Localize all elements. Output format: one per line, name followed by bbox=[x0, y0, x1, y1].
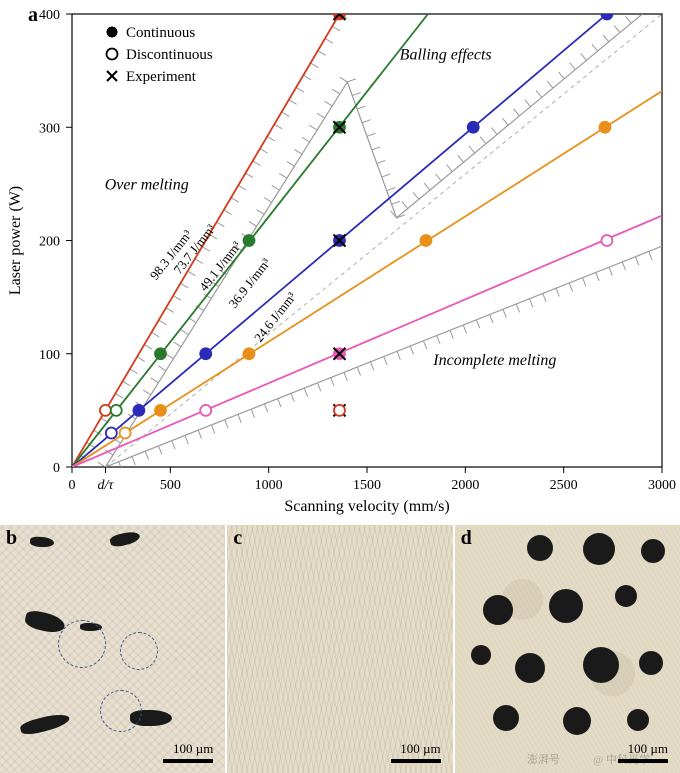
scalebar-b bbox=[163, 759, 213, 763]
pore bbox=[583, 647, 619, 683]
svg-text:Scanning velocity (mm/s): Scanning velocity (mm/s) bbox=[284, 498, 449, 515]
svg-text:1000: 1000 bbox=[255, 478, 283, 493]
svg-text:0: 0 bbox=[53, 461, 60, 476]
panel-c: c 100 µm bbox=[227, 525, 452, 773]
pore bbox=[493, 705, 519, 731]
pore bbox=[583, 533, 615, 565]
pore bbox=[627, 709, 649, 731]
svg-text:1500: 1500 bbox=[353, 478, 381, 493]
panel-b-label: b bbox=[6, 527, 17, 550]
svg-text:Experiment: Experiment bbox=[126, 69, 197, 85]
panel-a: a 0 500 1000 1500 2000 2500 3000 d/τ 0 100 200 300 4… bbox=[0, 0, 680, 525]
attribution-text: @ 中科光学 bbox=[593, 751, 650, 767]
svg-text:Incomplete melting: Incomplete melting bbox=[432, 352, 556, 369]
svg-text:Over melting: Over melting bbox=[105, 177, 189, 194]
panel-d-label: d bbox=[461, 527, 472, 550]
svg-text:300: 300 bbox=[39, 121, 60, 136]
svg-text:2500: 2500 bbox=[550, 478, 578, 493]
pore bbox=[515, 653, 545, 683]
annotation-circle bbox=[120, 632, 158, 670]
watermark-text: 澎湃号 bbox=[527, 751, 560, 767]
svg-text:100: 100 bbox=[39, 348, 60, 363]
micrograph-c-image bbox=[227, 525, 452, 773]
pore bbox=[483, 595, 513, 625]
scalebar-c bbox=[391, 759, 441, 763]
svg-text:Laser power (W): Laser power (W) bbox=[7, 186, 24, 295]
micrograph-d-image bbox=[455, 525, 680, 773]
pore bbox=[471, 645, 491, 665]
pore bbox=[615, 585, 637, 607]
panel-c-label: c bbox=[233, 527, 242, 550]
process-map-chart: 0 500 1000 1500 2000 2500 3000 d/τ 0 100 200 300 400… bbox=[0, 0, 680, 525]
pore bbox=[549, 589, 583, 623]
svg-text:0: 0 bbox=[69, 478, 76, 493]
svg-text:3000: 3000 bbox=[648, 478, 676, 493]
pore bbox=[527, 535, 553, 561]
pore bbox=[639, 651, 663, 675]
svg-text:d/τ: d/τ bbox=[97, 478, 114, 493]
scalebar-c-text: 100 µm bbox=[400, 741, 440, 757]
pore bbox=[563, 707, 591, 735]
micrograph-b-image bbox=[0, 525, 225, 773]
panel-b: b 100 µm bbox=[0, 525, 225, 773]
svg-text:200: 200 bbox=[39, 235, 60, 250]
scalebar-b-text: 100 µm bbox=[173, 741, 213, 757]
annotation-circle bbox=[58, 620, 106, 668]
panel-a-label: a bbox=[28, 4, 38, 27]
panel-d: d 100 µm bbox=[455, 525, 680, 773]
svg-text:400: 400 bbox=[39, 8, 60, 23]
svg-text:Discontinuous: Discontinuous bbox=[126, 47, 213, 63]
micrograph-row: b 100 µm c 100 µm d 100 µm 澎湃号 @ 中科光学 bbox=[0, 525, 680, 773]
svg-text:Balling effects: Balling effects bbox=[400, 46, 492, 63]
figure-container: a 0 500 1000 1500 2000 2500 3000 d/τ 0 100 200 300 4… bbox=[0, 0, 680, 773]
pore bbox=[641, 539, 665, 563]
svg-text:500: 500 bbox=[160, 478, 181, 493]
svg-text:Continuous: Continuous bbox=[126, 25, 195, 41]
svg-text:2000: 2000 bbox=[451, 478, 479, 493]
annotation-circle bbox=[100, 690, 142, 732]
